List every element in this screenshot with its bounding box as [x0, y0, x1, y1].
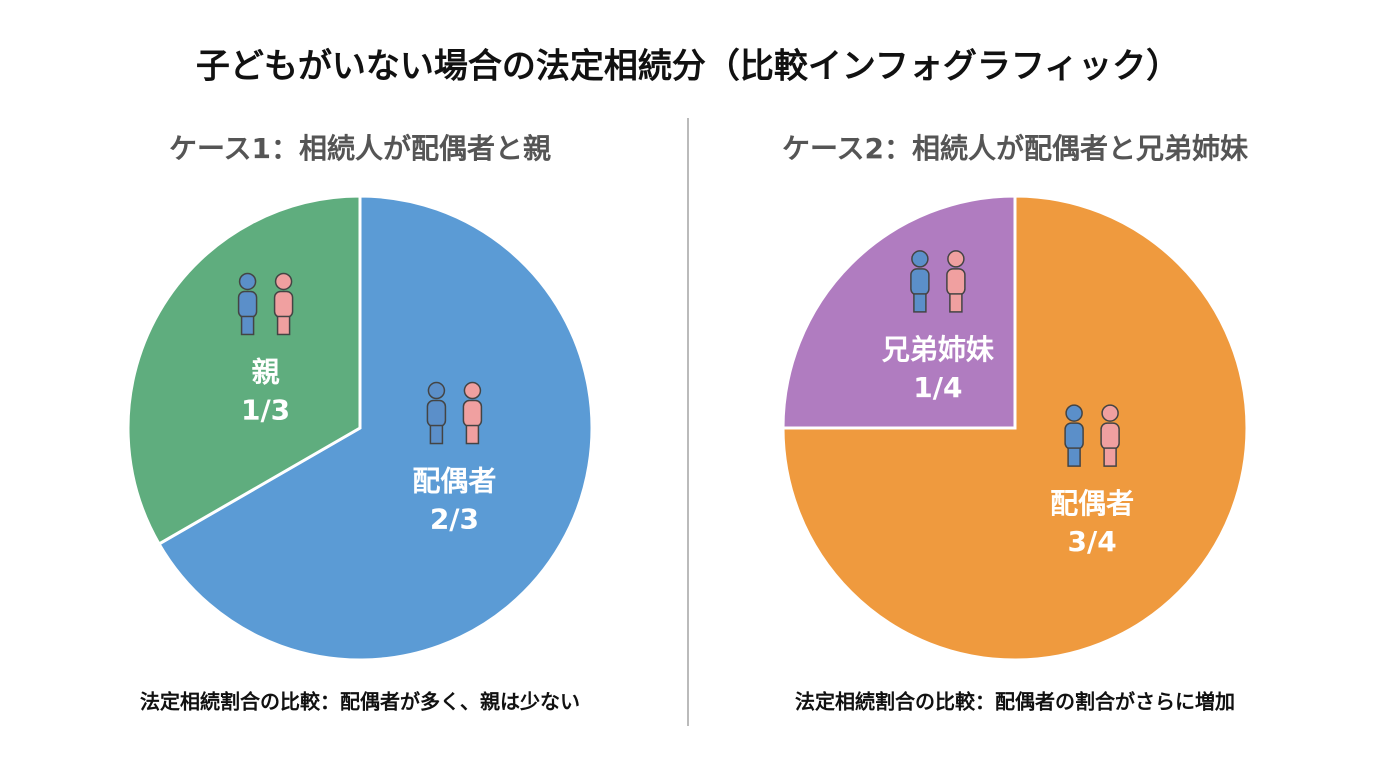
- icon-legs: [1067, 447, 1081, 467]
- person-icon: [426, 381, 447, 445]
- chart-caption: 法定相続割合の比較：配偶者が多く、親は少ない: [140, 690, 580, 714]
- icon-legs: [913, 293, 927, 313]
- icon-head: [911, 250, 929, 268]
- icon-head: [947, 250, 965, 268]
- person-icon: [1064, 404, 1084, 467]
- icon-head: [427, 381, 446, 400]
- slice-label: 配偶者: [412, 465, 496, 498]
- slice-label: 配偶者: [1050, 487, 1134, 520]
- person-icon: [946, 250, 966, 313]
- icon-legs: [949, 293, 963, 313]
- icon-head: [1065, 404, 1083, 422]
- pie-slice: [781, 194, 1017, 430]
- slice-value-label: 2/3: [430, 503, 479, 536]
- icon-body: [910, 268, 930, 296]
- slice-label: 兄弟姉妹: [882, 333, 994, 366]
- slice-value-label: 3/4: [1068, 525, 1117, 558]
- chart-title: ケース1：相続人が配偶者と親: [169, 132, 551, 165]
- icon-head: [238, 272, 257, 291]
- icon-head: [1101, 404, 1119, 422]
- icon-body: [1064, 422, 1084, 450]
- icon-legs: [240, 315, 255, 336]
- icon-body: [237, 290, 258, 319]
- icon-legs: [1103, 447, 1117, 467]
- icon-legs: [276, 315, 291, 336]
- slice-value-label: 1/4: [913, 371, 962, 404]
- icon-body: [426, 399, 447, 428]
- person-icon: [273, 272, 294, 336]
- slice-label: 親: [252, 355, 280, 388]
- pie-slice: [157, 194, 594, 662]
- icon-head: [463, 381, 482, 400]
- icon-head: [274, 272, 293, 291]
- person-icon: [237, 272, 258, 336]
- icon-body: [1100, 422, 1120, 450]
- person-icon: [910, 250, 930, 313]
- icon-legs: [429, 424, 444, 445]
- chart-caption: 法定相続割合の比較：配偶者の割合がさらに増加: [795, 690, 1235, 714]
- icon-legs: [465, 424, 480, 445]
- icon-body: [273, 290, 294, 319]
- icon-body: [462, 399, 483, 428]
- person-icon: [462, 381, 483, 445]
- chart-title: ケース2：相続人が配偶者と兄弟姉妹: [782, 132, 1248, 165]
- pie-slice: [126, 194, 362, 547]
- slice-value-label: 1/3: [241, 393, 290, 426]
- icon-body: [946, 268, 966, 296]
- page-title: 子どもがいない場合の法定相続分（比較インフォグラフィック）: [196, 47, 1180, 87]
- person-icon: [1100, 404, 1120, 467]
